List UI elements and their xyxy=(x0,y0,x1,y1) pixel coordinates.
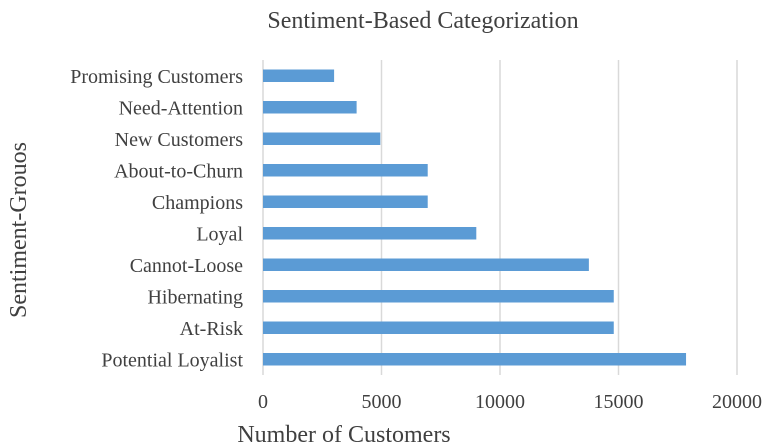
x-tick-label: 20000 xyxy=(712,391,762,413)
category-label: At-Risk xyxy=(180,318,243,340)
y-axis-title: Sentiment-Grouos xyxy=(6,142,32,318)
category-label: Hibernating xyxy=(147,286,243,308)
category-labels: Potential Loyalist At-Risk Hibernating Cann… xyxy=(70,66,243,372)
category-label: New Customers xyxy=(115,129,244,151)
category-label: About-to-Churn xyxy=(114,160,243,182)
bar xyxy=(263,258,589,271)
x-tick-label: 5000 xyxy=(362,391,402,413)
bar xyxy=(263,227,477,240)
category-label: Loyal xyxy=(196,223,243,245)
category-label: Need-Attention xyxy=(119,97,243,119)
bar xyxy=(263,164,428,177)
x-tick-label: 10000 xyxy=(475,391,525,413)
bars xyxy=(263,69,687,366)
category-label: Potential Loyalist xyxy=(101,349,243,371)
x-tick-labels: 0 5000 10000 15000 20000 xyxy=(258,391,762,413)
x-tick-label: 15000 xyxy=(594,391,644,413)
category-label: Champions xyxy=(152,192,243,214)
x-axis-title: Number of Customers xyxy=(237,422,450,448)
chart-title: Sentiment-Based Categorization xyxy=(267,8,578,34)
bar xyxy=(263,290,614,303)
bar xyxy=(263,132,381,145)
bar xyxy=(263,353,687,366)
bar xyxy=(263,101,357,114)
bar xyxy=(263,69,335,82)
x-tick-label: 0 xyxy=(258,391,268,413)
bar xyxy=(263,195,428,208)
bar xyxy=(263,321,614,334)
category-label: Cannot-Loose xyxy=(130,255,243,277)
category-label: Promising Customers xyxy=(70,66,243,88)
